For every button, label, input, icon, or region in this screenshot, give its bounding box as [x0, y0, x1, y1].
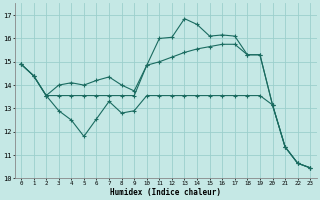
X-axis label: Humidex (Indice chaleur): Humidex (Indice chaleur): [110, 188, 221, 197]
